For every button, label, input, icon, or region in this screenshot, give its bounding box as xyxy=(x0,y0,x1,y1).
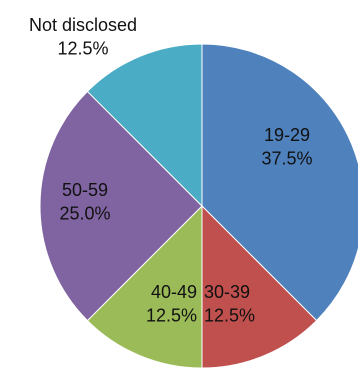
pie-slice-30-39 xyxy=(201,204,318,369)
labels-layer: 19-29 37.5% 30-39 12.5% 40-49 12.5% 50-59 25.0%… xyxy=(29,15,313,325)
slice-category-label: Not disclosed xyxy=(29,15,137,35)
slice-percent-label: 12.5% xyxy=(57,38,108,58)
pie-slice-50-59 xyxy=(39,90,203,322)
slice-category-label: 30-39 xyxy=(204,282,250,302)
slice-percent-label: 12.5% xyxy=(204,305,255,325)
slice-percent-label: 37.5% xyxy=(261,148,312,168)
pie-slice-not-disclosed xyxy=(86,43,203,208)
slice-data-label: Not disclosed 12.5% xyxy=(29,15,137,58)
slice-category-label: 40-49 xyxy=(151,282,197,302)
slice-percent-label: 12.5% xyxy=(146,305,197,325)
slice-percent-label: 25.0% xyxy=(59,203,110,223)
pie-slice-40-49 xyxy=(86,204,203,369)
pie-slice-19-29 xyxy=(201,43,358,322)
slice-data-label: 30-39 12.5% xyxy=(204,282,255,325)
slice-data-label: 40-49 12.5% xyxy=(146,282,197,325)
slices-layer xyxy=(39,43,358,369)
slice-data-label: 50-59 25.0% xyxy=(59,180,110,223)
slice-category-label: 50-59 xyxy=(62,180,108,200)
slice-category-label: 19-29 xyxy=(264,125,310,145)
slice-data-label: 19-29 37.5% xyxy=(261,125,312,168)
